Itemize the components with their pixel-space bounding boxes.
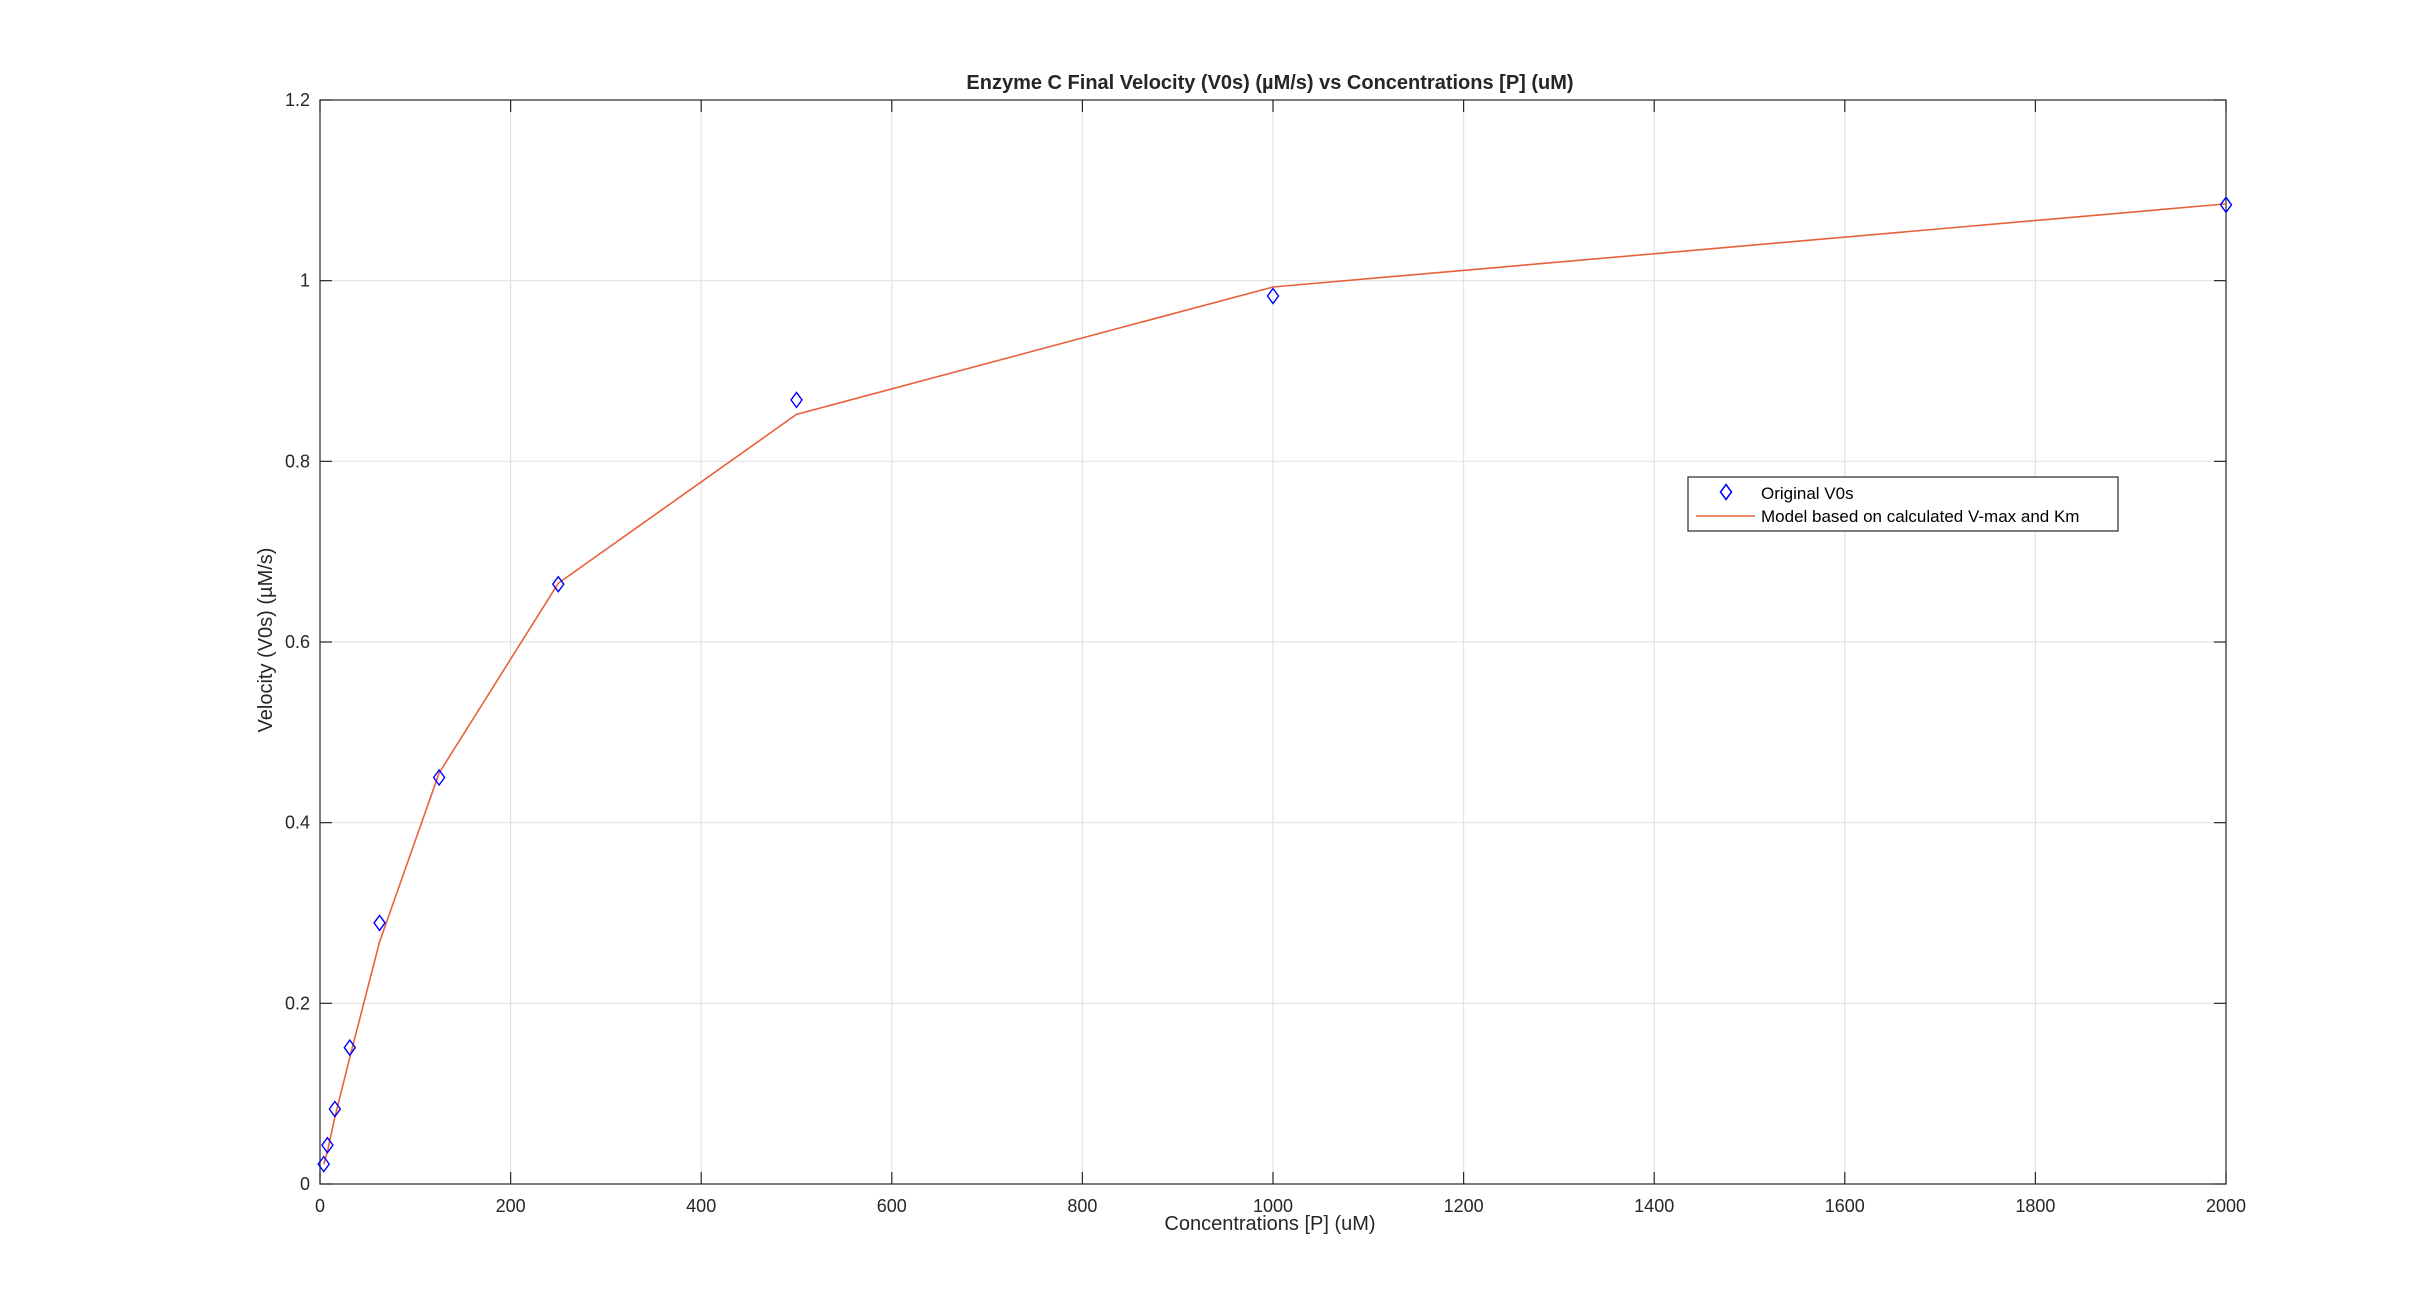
x-tick-label: 400 bbox=[686, 1196, 716, 1216]
x-tick-label: 200 bbox=[496, 1196, 526, 1216]
plot-area bbox=[317, 196, 2233, 1173]
x-tick-label: 0 bbox=[315, 1196, 325, 1216]
data-point-original-v0 bbox=[1266, 287, 1280, 305]
grid bbox=[320, 100, 2226, 1184]
data-point-original-v0 bbox=[321, 1136, 334, 1154]
x-tick-label: 800 bbox=[1067, 1196, 1097, 1216]
legend-label-original: Original V0s bbox=[1761, 484, 1854, 503]
data-point-original-v0 bbox=[551, 575, 565, 593]
legend-box bbox=[1687, 476, 2119, 532]
data-point-original-v0 bbox=[317, 1155, 331, 1173]
legend-label-model: Model based on calculated V-max and Km bbox=[1761, 507, 2079, 526]
x-tick-label: 600 bbox=[877, 1196, 907, 1216]
x-tick-label: 1400 bbox=[1634, 1196, 1674, 1216]
y-tick-label: 0 bbox=[300, 1174, 310, 1194]
data-point-original-v0 bbox=[2219, 196, 2233, 214]
x-tick-label: 2000 bbox=[2206, 1196, 2246, 1216]
legend: Original V0s Model based on calculated V… bbox=[1687, 476, 2119, 532]
axes: 0 200 400 600 800 1000 1200 1400 1600 1800 2000 0 0.… bbox=[285, 90, 2246, 1216]
y-tick-label: 0.8 bbox=[285, 451, 310, 471]
x-tick-label: 1600 bbox=[1825, 1196, 1865, 1216]
data-point-original-v0 bbox=[373, 914, 386, 932]
data-point-original-v0 bbox=[432, 768, 446, 787]
model-series-line bbox=[322, 203, 2227, 1165]
y-tick-label: 1.2 bbox=[285, 90, 310, 110]
data-point-original-v0 bbox=[343, 1038, 357, 1057]
legend-marker-original bbox=[1719, 483, 1733, 501]
data-point-original-v0 bbox=[328, 1100, 342, 1118]
y-tick-label: 1 bbox=[300, 271, 310, 291]
x-tick-label: 1000 bbox=[1253, 1196, 1293, 1216]
x-axis-label: Concentrations [P] (uM) bbox=[1164, 1213, 1375, 1235]
y-tick-label: 0.6 bbox=[285, 632, 310, 652]
chart-title: Enzyme C Final Velocity (V0s) (µM/s) vs … bbox=[966, 72, 1573, 94]
y-tick-label: 0.2 bbox=[285, 993, 310, 1013]
y-tick-label: 0.4 bbox=[285, 813, 310, 833]
x-tick-label: 1800 bbox=[2015, 1196, 2055, 1216]
y-axis-label: Velocity (V0s) (µM/s) bbox=[255, 548, 277, 733]
data-point-original-v0 bbox=[790, 391, 803, 409]
x-tick-label: 1200 bbox=[1444, 1196, 1484, 1216]
